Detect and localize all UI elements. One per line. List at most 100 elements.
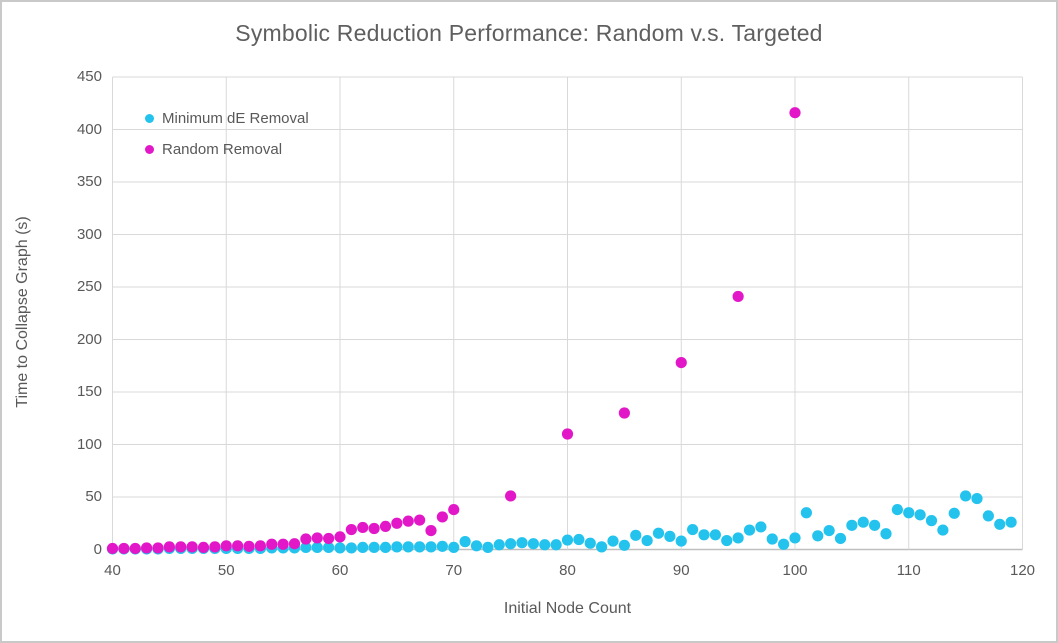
- point-random-removal: [277, 538, 289, 550]
- point-random-removal: [106, 542, 119, 555]
- point-minimum-de-removal: [1005, 516, 1017, 528]
- point-minimum-de-removal: [869, 519, 881, 531]
- point-random-removal: [402, 515, 414, 527]
- point-random-removal: [175, 541, 187, 553]
- point-minimum-de-removal: [789, 532, 801, 544]
- point-random-removal: [266, 538, 278, 550]
- point-minimum-de-removal: [379, 541, 392, 554]
- point-random-removal: [152, 542, 164, 554]
- point-random-removal: [334, 531, 346, 543]
- point-minimum-de-removal: [960, 490, 972, 502]
- point-minimum-de-removal: [630, 529, 642, 541]
- chart-title: Symbolic Reduction Performance: Random v…: [235, 20, 823, 46]
- y-tick-label: 300: [76, 225, 102, 243]
- point-minimum-de-removal: [834, 532, 847, 545]
- point-minimum-de-removal: [357, 541, 369, 554]
- point-random-removal: [300, 533, 312, 545]
- point-minimum-de-removal: [800, 507, 812, 519]
- point-random-removal: [311, 532, 323, 544]
- point-random-removal: [448, 504, 460, 516]
- x-tick-label: 70: [445, 562, 463, 579]
- point-minimum-de-removal: [698, 529, 710, 541]
- point-minimum-de-removal: [812, 530, 824, 542]
- point-random-removal: [163, 541, 175, 553]
- point-random-removal: [254, 540, 266, 552]
- y-tick-label: 150: [76, 383, 102, 400]
- point-random-removal: [675, 357, 687, 369]
- point-minimum-de-removal: [470, 540, 483, 552]
- point-random-removal: [368, 522, 380, 535]
- point-random-removal: [288, 538, 301, 550]
- point-random-removal: [345, 523, 357, 536]
- point-minimum-de-removal: [323, 541, 335, 554]
- point-random-removal: [220, 540, 232, 552]
- point-random-removal: [118, 542, 130, 555]
- point-minimum-de-removal: [607, 535, 619, 547]
- point-minimum-de-removal: [493, 539, 505, 551]
- point-random-removal: [414, 514, 426, 526]
- x-axis-title: Initial Node Count: [503, 600, 632, 617]
- legend-label: Minimum dE Removal: [162, 110, 309, 127]
- point-random-removal: [357, 521, 369, 534]
- point-minimum-de-removal: [550, 539, 562, 551]
- y-tick-label: 250: [76, 278, 102, 295]
- point-random-removal: [323, 532, 335, 545]
- point-minimum-de-removal: [994, 518, 1006, 530]
- x-tick-label: 120: [1009, 562, 1036, 579]
- y-tick-label: 100: [76, 435, 102, 453]
- point-minimum-de-removal: [755, 521, 767, 533]
- point-minimum-de-removal: [391, 541, 403, 553]
- point-minimum-de-removal: [652, 527, 665, 539]
- point-random-removal: [197, 541, 210, 554]
- point-minimum-de-removal: [971, 492, 983, 505]
- point-minimum-de-removal: [539, 539, 551, 551]
- point-minimum-de-removal: [573, 533, 585, 546]
- y-tick-label: 450: [76, 68, 102, 85]
- point-minimum-de-removal: [368, 541, 380, 554]
- y-tick-label: 50: [85, 488, 102, 505]
- point-random-removal: [391, 517, 403, 529]
- x-tick-label: 80: [559, 562, 576, 579]
- point-minimum-de-removal: [596, 541, 608, 553]
- point-minimum-de-removal: [527, 538, 539, 550]
- point-minimum-de-removal: [402, 541, 414, 553]
- point-minimum-de-removal: [914, 509, 926, 521]
- point-minimum-de-removal: [311, 541, 323, 554]
- point-random-removal: [561, 428, 574, 440]
- point-minimum-de-removal: [925, 515, 938, 527]
- point-minimum-de-removal: [857, 516, 869, 528]
- point-minimum-de-removal: [721, 534, 733, 547]
- legend-marker-icon: [145, 145, 154, 154]
- point-minimum-de-removal: [436, 540, 448, 552]
- point-minimum-de-removal: [300, 541, 312, 554]
- point-minimum-de-removal: [880, 528, 892, 540]
- point-minimum-de-removal: [687, 523, 699, 536]
- point-random-removal: [141, 542, 153, 554]
- point-minimum-de-removal: [641, 534, 653, 547]
- point-minimum-de-removal: [334, 542, 346, 554]
- x-tick-label: 40: [104, 562, 121, 579]
- point-random-removal: [732, 290, 744, 303]
- y-axis-title: Time to Collapse Graph (s): [14, 216, 31, 408]
- point-random-removal: [129, 542, 141, 555]
- point-minimum-de-removal: [516, 537, 528, 549]
- x-tick-label: 60: [331, 562, 349, 579]
- point-random-removal: [232, 540, 244, 552]
- legend-marker-icon: [145, 114, 154, 123]
- point-minimum-de-removal: [664, 530, 676, 542]
- point-minimum-de-removal: [459, 536, 471, 548]
- x-tick-label: 50: [217, 562, 235, 579]
- y-tick-label: 400: [76, 120, 102, 138]
- x-tick-label: 100: [782, 562, 808, 579]
- point-minimum-de-removal: [345, 542, 357, 554]
- point-random-removal: [379, 520, 392, 533]
- x-tick-label: 90: [672, 562, 690, 579]
- point-minimum-de-removal: [982, 510, 994, 522]
- point-minimum-de-removal: [948, 507, 960, 519]
- point-random-removal: [186, 541, 198, 553]
- point-random-removal: [243, 540, 255, 552]
- point-minimum-de-removal: [618, 539, 630, 551]
- point-minimum-de-removal: [891, 504, 903, 516]
